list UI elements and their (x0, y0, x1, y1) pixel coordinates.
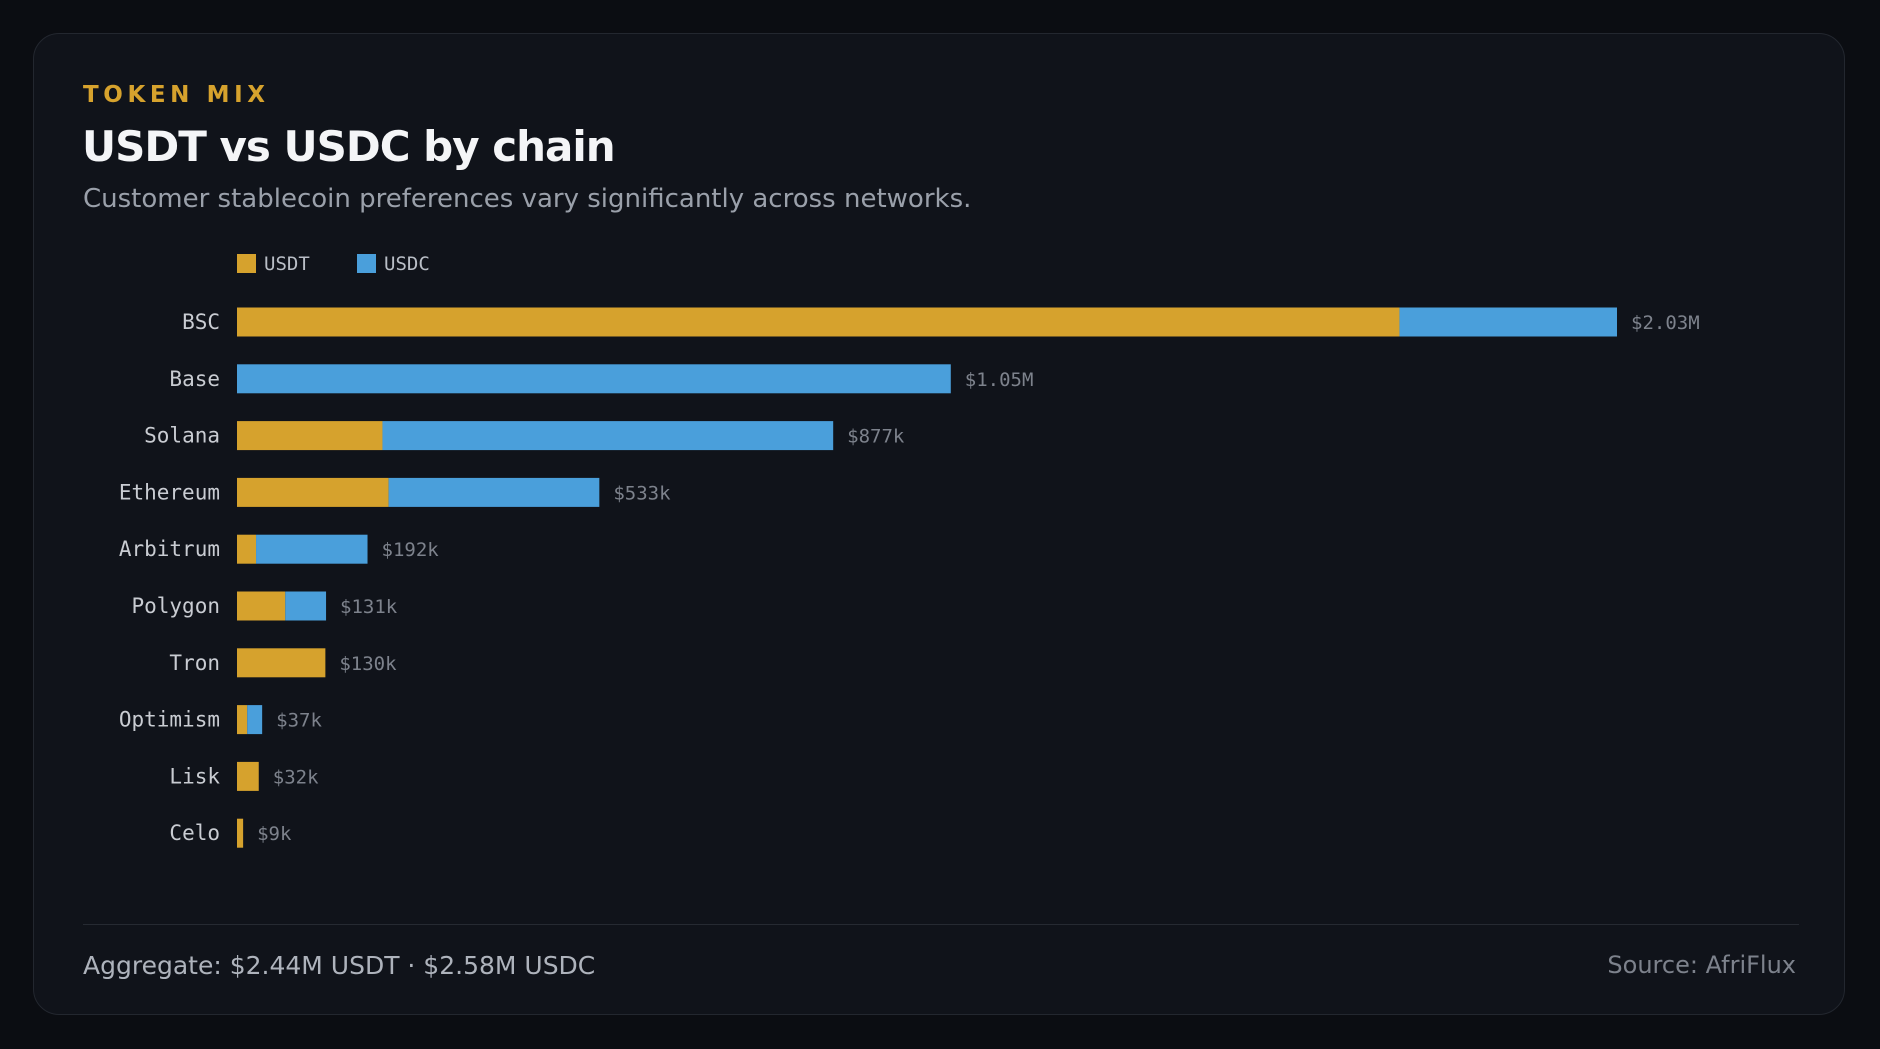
page-title: USDT vs USDC by chain (82, 122, 616, 171)
eyebrow-label: TOKEN MIX (83, 82, 270, 108)
bar-celo-usdt (237, 818, 244, 848)
bar-base-usdc (237, 364, 951, 394)
category-label-lisk: Lisk (169, 764, 220, 788)
bar-optimism-usdt (237, 705, 248, 735)
source-note: Source: AfriFlux (1607, 951, 1796, 979)
category-label-tron: Tron (169, 651, 220, 675)
bar-bsc-usdt (237, 307, 1400, 337)
total-label-lisk: $32k (273, 766, 319, 788)
aggregate-summary: Aggregate: $2.44M USDT · $2.58M USDC (83, 951, 596, 980)
total-label-polygon: $131k (340, 596, 398, 618)
total-label-tron: $130k (339, 653, 397, 675)
bar-lisk-usdt (237, 761, 259, 791)
legend-swatch-usdt (237, 254, 256, 273)
total-label-optimism: $37k (276, 710, 322, 732)
bar-arbitrum-usdt (237, 534, 257, 564)
bar-bsc-usdc (1399, 307, 1617, 337)
bar-solana-usdc (382, 421, 834, 451)
category-label-solana: Solana (144, 424, 220, 448)
legend-label-usdt: USDT (264, 253, 310, 275)
chart-card: TOKEN MIX USDT vs USDC by chain Customer… (33, 33, 1845, 1015)
total-label-base: $1.05M (965, 369, 1034, 391)
bar-tron-usdt (237, 648, 326, 678)
legend-label-usdc: USDC (384, 253, 430, 275)
bar-polygon-usdt (237, 591, 286, 621)
category-label-arbitrum: Arbitrum (119, 537, 220, 561)
category-label-polygon: Polygon (131, 594, 220, 618)
footer-divider (83, 924, 1799, 925)
bar-ethereum-usdc (388, 477, 600, 507)
bar-chart: USDT USDC BSC $2.03M Base $1.05M Solana $877k Et… (119, 253, 1700, 848)
category-label-optimism: Optimism (119, 708, 220, 732)
category-label-celo: Celo (169, 821, 220, 845)
bar-optimism-usdc (247, 705, 263, 735)
bar-arbitrum-usdc (256, 534, 368, 564)
bar-polygon-usdc (285, 591, 327, 621)
total-label-arbitrum: $192k (382, 539, 440, 561)
page-subtitle: Customer stablecoin preferences vary sig… (83, 184, 972, 214)
bar-ethereum-usdt (237, 477, 389, 507)
category-label-base: Base (169, 367, 220, 391)
total-label-ethereum: $533k (613, 482, 671, 504)
total-label-solana: $877k (847, 426, 905, 448)
bar-solana-usdt (237, 421, 383, 451)
category-label-bsc: BSC (182, 310, 220, 334)
total-label-bsc: $2.03M (1631, 312, 1700, 334)
category-label-ethereum: Ethereum (119, 480, 220, 504)
total-label-celo: $9k (257, 823, 292, 845)
legend-swatch-usdc (357, 254, 376, 273)
